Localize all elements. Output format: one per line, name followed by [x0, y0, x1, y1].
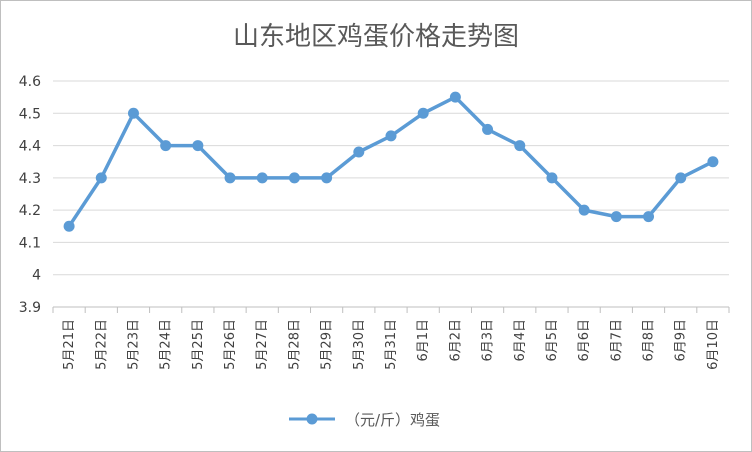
- gridlines: [53, 80, 729, 308]
- x-tick-label: 5月31日: [384, 319, 399, 370]
- series-egg: [63, 91, 719, 232]
- series-line: [67, 95, 714, 228]
- data-point: [610, 211, 622, 223]
- legend-marker: [306, 413, 318, 425]
- data-point: [417, 107, 429, 119]
- legend-label: （元/斤）鸡蛋: [345, 411, 440, 429]
- x-tick-label: 5月26日: [223, 319, 238, 370]
- x-tick-label: 5月30日: [352, 319, 367, 370]
- x-tick-label: 6月7日: [609, 319, 624, 362]
- chart-title: 山东地区鸡蛋价格走势图: [233, 22, 519, 52]
- x-tick-label: 6月10日: [706, 319, 721, 370]
- data-point: [514, 140, 526, 152]
- data-point: [127, 107, 139, 119]
- x-tick-label: 6月1日: [416, 319, 431, 362]
- data-point: [707, 156, 719, 168]
- y-tick-label: 4.1: [19, 235, 41, 251]
- data-point: [449, 91, 461, 103]
- x-tick-label: 5月22日: [94, 319, 109, 370]
- x-axis-ticks: 5月21日 5月22日 5月23日 5月24日 5月25日 5月26日 5月27日 5月28日…: [52, 307, 730, 370]
- data-point: [63, 220, 75, 232]
- data-point: [675, 172, 687, 184]
- x-tick-label: 6月4日: [513, 319, 528, 362]
- x-tick-label: 5月29日: [320, 319, 335, 370]
- data-point: [643, 211, 655, 223]
- data-point: [546, 172, 558, 184]
- x-tick-label: 6月2日: [448, 319, 463, 362]
- x-tick-label: 6月8日: [642, 319, 657, 362]
- x-tick-label: 5月27日: [255, 319, 270, 370]
- data-point: [385, 130, 397, 142]
- data-point: [353, 146, 365, 158]
- x-tick-label: 6月3日: [481, 319, 496, 362]
- x-tick-label: 6月5日: [545, 319, 560, 362]
- y-tick-label: 3.9: [19, 300, 41, 316]
- legend: （元/斤）鸡蛋: [289, 411, 440, 429]
- data-point: [160, 140, 172, 152]
- data-point: [288, 172, 300, 184]
- y-tick-label: 4.2: [19, 203, 41, 219]
- data-point: [256, 172, 268, 184]
- data-point: [192, 140, 204, 152]
- x-tick-label: 6月9日: [674, 319, 689, 362]
- data-point: [321, 172, 333, 184]
- data-point: [578, 204, 590, 216]
- x-tick-label: 5月28日: [287, 319, 302, 370]
- x-tick-label: 5月24日: [159, 319, 174, 370]
- x-tick-label: 6月6日: [577, 319, 592, 362]
- y-axis-ticks: 4.6 4.5 4.4 4.3 4.2 4.1 4 3.9: [19, 74, 41, 316]
- x-tick-label: 5月25日: [191, 319, 206, 370]
- y-tick-label: 4.3: [19, 171, 41, 187]
- y-tick-label: 4.5: [19, 106, 41, 122]
- y-tick-label: 4.6: [19, 74, 41, 90]
- y-tick-label: 4.4: [19, 139, 41, 155]
- x-tick-label: 5月21日: [62, 319, 77, 370]
- x-tick-label: 5月23日: [126, 319, 141, 370]
- data-point: [482, 123, 494, 135]
- data-point: [224, 172, 236, 184]
- data-point: [95, 172, 107, 184]
- y-tick-label: 4: [32, 268, 41, 284]
